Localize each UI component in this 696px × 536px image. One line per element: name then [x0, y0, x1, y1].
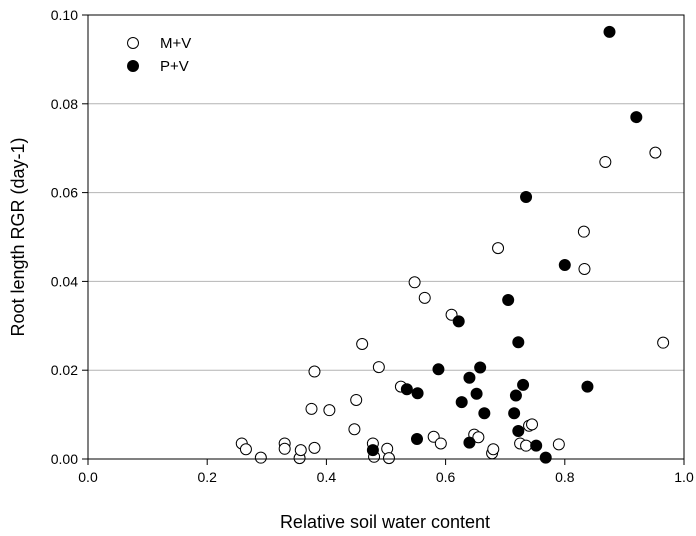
- point-m-v: [350, 393, 363, 406]
- point-m-v: [239, 443, 252, 456]
- point-m-v: [487, 443, 500, 456]
- point-p-v: [410, 433, 423, 446]
- point-m-v: [254, 451, 267, 464]
- point-m-v: [552, 438, 565, 451]
- point-p-v: [508, 407, 521, 420]
- point-p-v: [530, 439, 543, 452]
- point-p-v: [630, 111, 643, 124]
- y-tick-label: 0.06: [51, 185, 78, 201]
- point-p-v: [512, 336, 525, 349]
- point-m-v: [294, 444, 307, 457]
- point-m-v: [323, 404, 336, 417]
- point-m-v: [657, 336, 670, 349]
- legend-marker-m-v: [127, 37, 139, 49]
- x-tick-label: 0.8: [555, 469, 575, 485]
- legend-marker-p-v: [127, 60, 139, 72]
- x-tick-label: 1.0: [674, 469, 694, 485]
- legend-label-m-v: M+V: [160, 35, 191, 52]
- point-p-v: [366, 444, 379, 457]
- point-p-v: [463, 371, 476, 384]
- point-p-v: [558, 258, 571, 271]
- point-p-v: [455, 396, 468, 409]
- point-m-v: [372, 361, 385, 374]
- point-m-v: [520, 439, 533, 452]
- point-m-v: [492, 242, 505, 255]
- point-p-v: [411, 387, 424, 400]
- y-tick-label: 0.02: [51, 362, 78, 378]
- y-tick-label: 0.04: [51, 273, 78, 289]
- y-tick-label: 0.00: [51, 451, 78, 467]
- point-m-v: [578, 262, 591, 275]
- axis-ticks: 0.00 0.02 0.04 0.06 0.08 0.10 0.0 0.2 0.4 0.6 0.8 1…: [51, 7, 694, 485]
- point-m-v: [308, 441, 321, 454]
- point-m-v: [577, 225, 590, 238]
- point-m-v: [434, 437, 447, 450]
- legend-label-p-v: P+V: [160, 58, 189, 75]
- point-m-v: [472, 431, 485, 444]
- point-p-v: [474, 361, 487, 374]
- point-p-v: [478, 407, 491, 420]
- point-m-v: [408, 276, 421, 289]
- point-m-v: [649, 146, 662, 159]
- point-p-v: [581, 380, 594, 393]
- point-p-v: [539, 451, 552, 464]
- point-m-v: [382, 452, 395, 465]
- point-m-v: [526, 418, 539, 431]
- point-p-v: [463, 436, 476, 449]
- point-m-v: [308, 365, 321, 378]
- x-tick-label: 0.2: [197, 469, 217, 485]
- point-p-v: [520, 191, 533, 204]
- x-tick-label: 0.4: [317, 469, 337, 485]
- point-m-v: [356, 338, 369, 351]
- point-p-v: [400, 383, 413, 396]
- point-m-v: [348, 423, 361, 436]
- y-tick-label: 0.08: [51, 96, 78, 112]
- x-tick-label: 0.0: [78, 469, 98, 485]
- x-axis-title: Relative soil water content: [280, 512, 490, 532]
- point-p-v: [517, 378, 530, 391]
- y-tick-label: 0.10: [51, 7, 78, 23]
- point-p-v: [603, 25, 616, 38]
- gridlines: [88, 103, 684, 371]
- data-points: [235, 25, 670, 465]
- x-tick-label: 0.6: [436, 469, 456, 485]
- point-m-v: [599, 155, 612, 168]
- legend: M+V P+V: [127, 35, 191, 75]
- point-p-v: [432, 363, 445, 376]
- point-p-v: [502, 294, 515, 307]
- point-p-v: [470, 387, 483, 400]
- point-m-v: [418, 291, 431, 304]
- point-m-v: [278, 442, 291, 455]
- point-p-v: [509, 389, 522, 402]
- point-p-v: [452, 315, 465, 328]
- plot-frame: [87, 14, 685, 460]
- point-m-v: [305, 402, 318, 415]
- point-p-v: [512, 425, 525, 438]
- y-axis-title: Root length RGR (day-1): [8, 137, 28, 336]
